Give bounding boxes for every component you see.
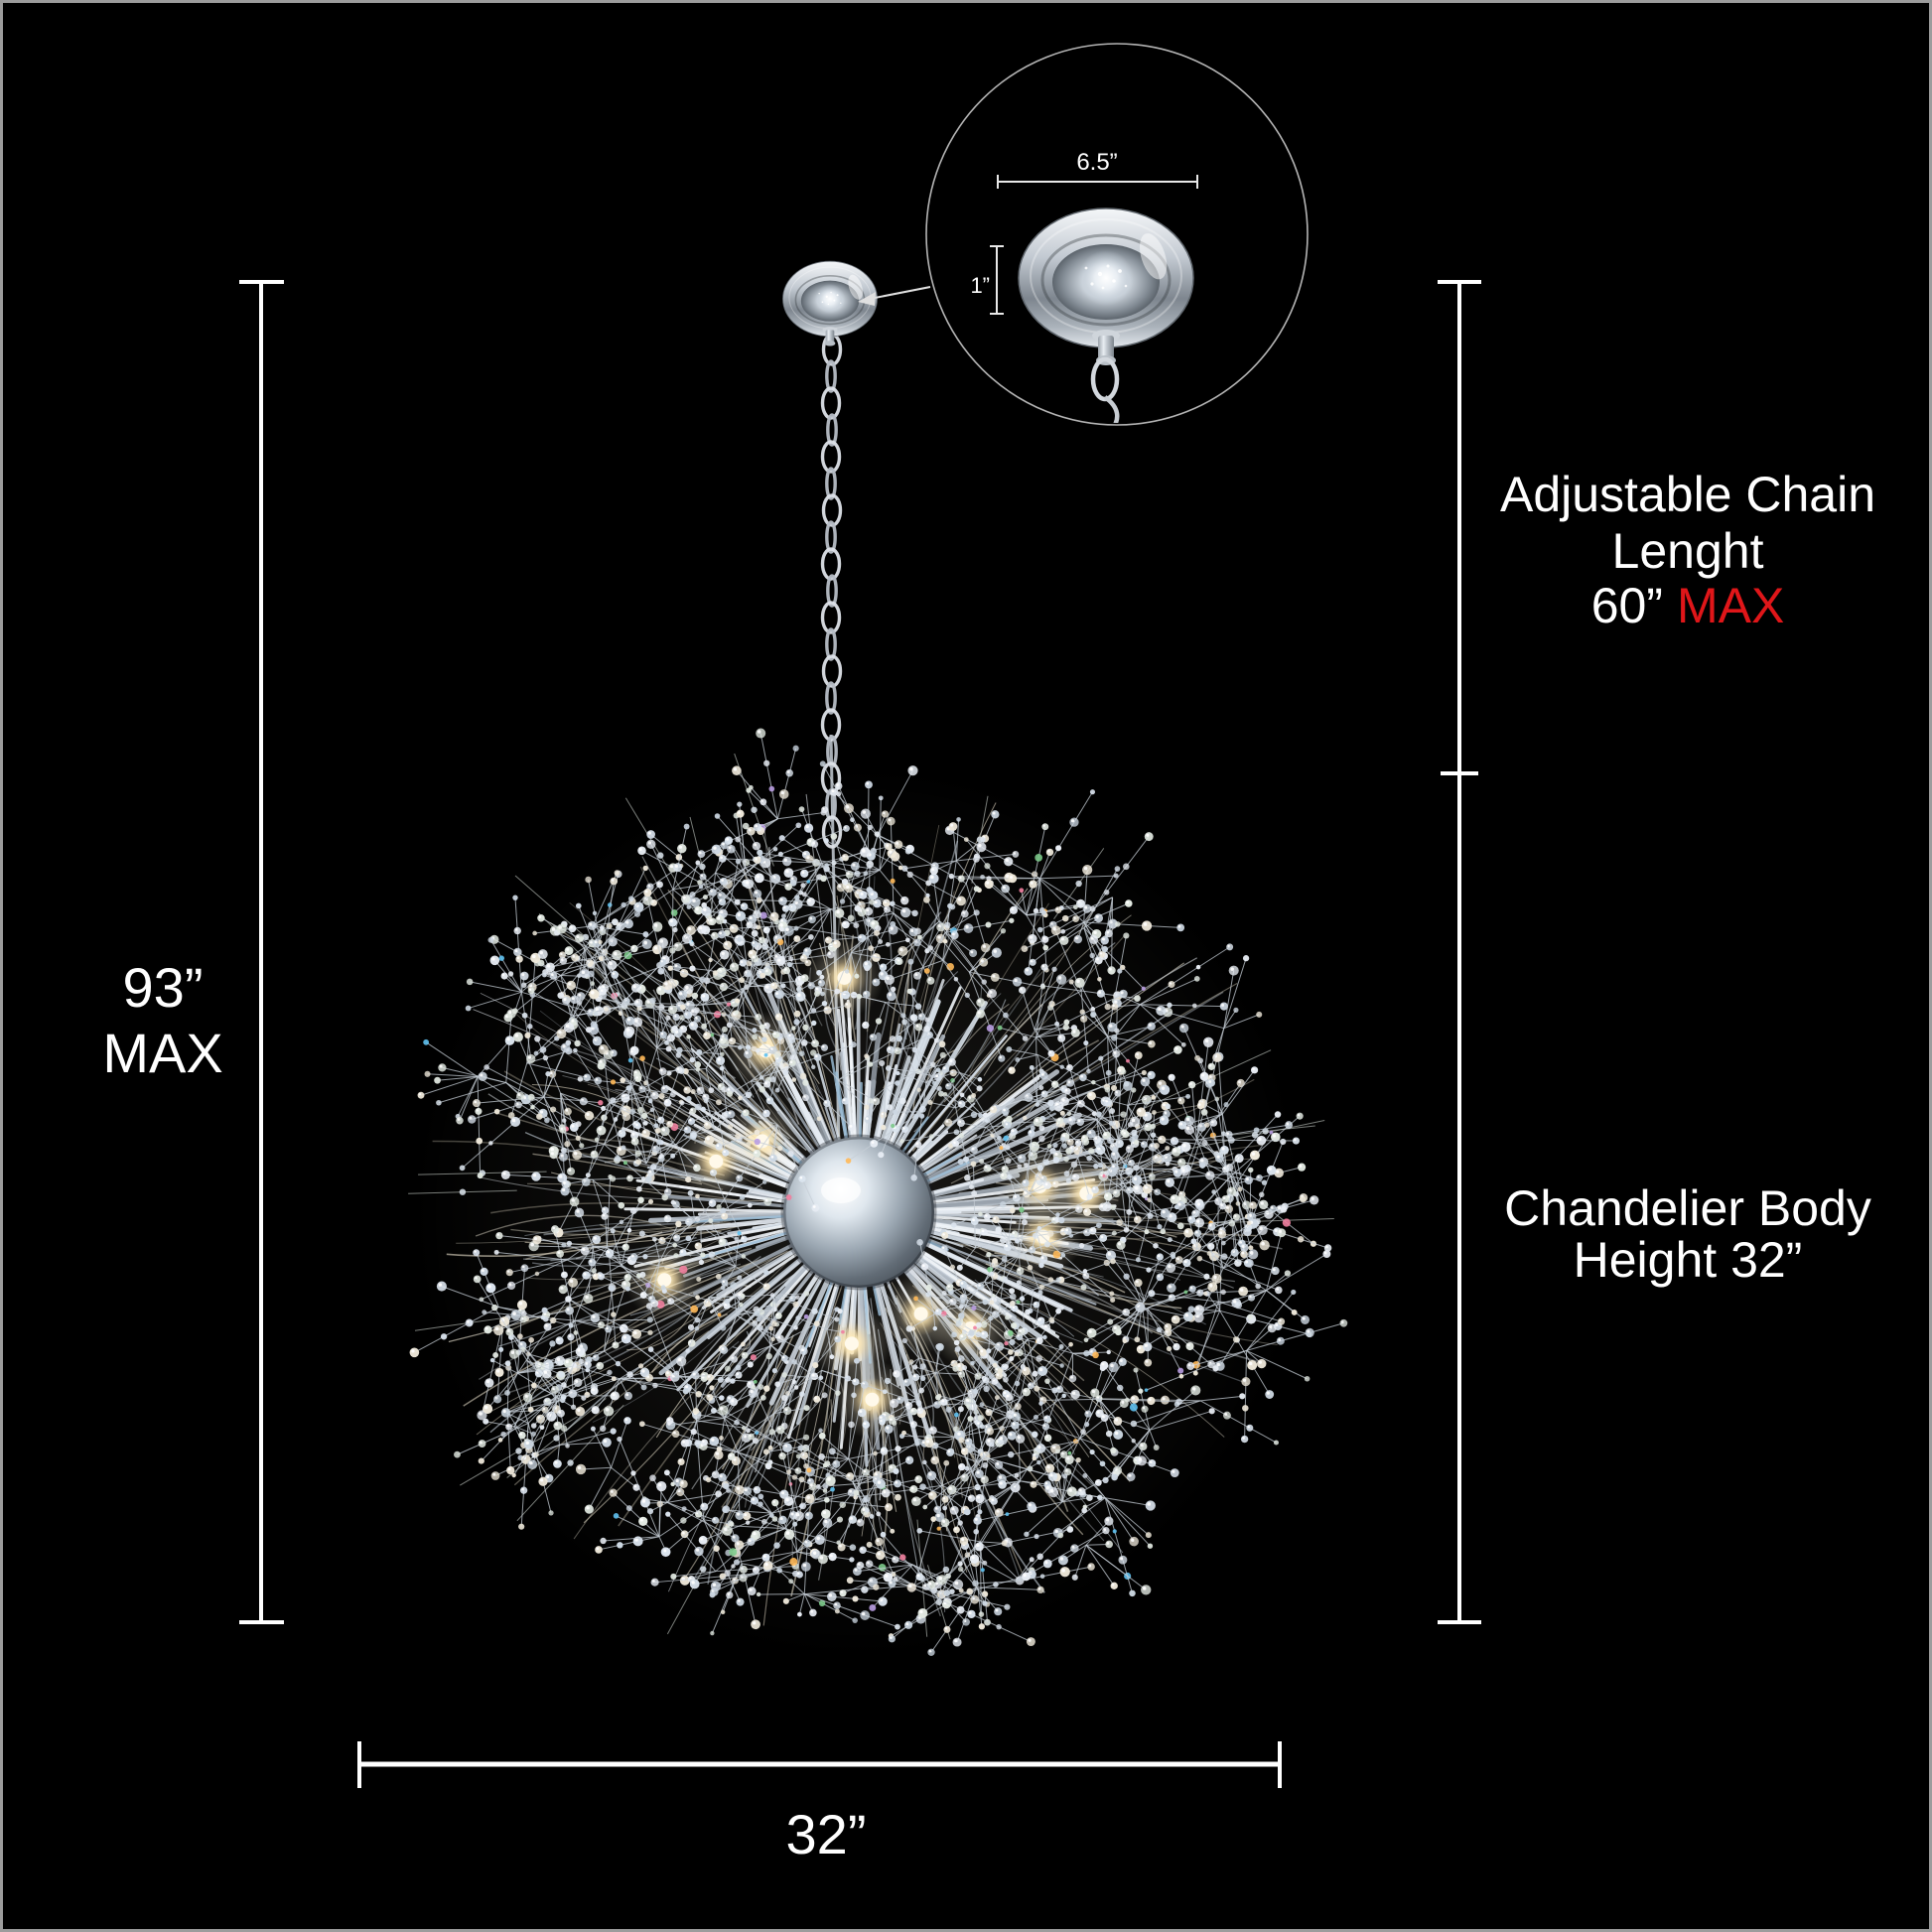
overall-height-qualifier: MAX — [102, 1022, 222, 1084]
chain-length-label-line2: Lenght — [1612, 523, 1764, 579]
inset-leader-line — [869, 286, 931, 300]
body-height-label-line1: Chandelier Body — [1504, 1180, 1871, 1236]
chandelier-photo — [408, 260, 1348, 1659]
chain-length-value: 60” — [1591, 578, 1663, 633]
chain-length-label-line1: Adjustable Chain — [1500, 467, 1875, 522]
canopy-hook — [1090, 356, 1120, 423]
canopy-inset: 6.5” 1” — [858, 43, 1309, 426]
crystal-sphere — [408, 728, 1348, 1659]
inset-height-label: 1” — [970, 273, 990, 298]
overall-height-value: 93” — [123, 956, 204, 1019]
chain-length-value-line: 60” MAX — [1591, 578, 1785, 633]
inset-width-label: 6.5” — [1076, 149, 1117, 176]
inset-leader-arrow — [858, 292, 876, 306]
inset-width-dimension: 6.5” — [997, 149, 1198, 189]
body-width-dimension — [357, 1741, 1282, 1788]
ceiling-canopy — [781, 260, 879, 347]
chain-length-qualifier: MAX — [1677, 578, 1784, 633]
inset-contents — [1017, 207, 1195, 423]
right-dimension — [1438, 280, 1481, 1624]
body-height-label-line2: Height 32” — [1574, 1232, 1803, 1288]
overall-height-dimension — [239, 280, 284, 1624]
body-width-value: 32” — [786, 1803, 867, 1865]
crystal-beads — [409, 728, 1348, 1656]
inset-height-dimension: 1” — [970, 245, 1004, 315]
chrome-core — [780, 1134, 937, 1291]
